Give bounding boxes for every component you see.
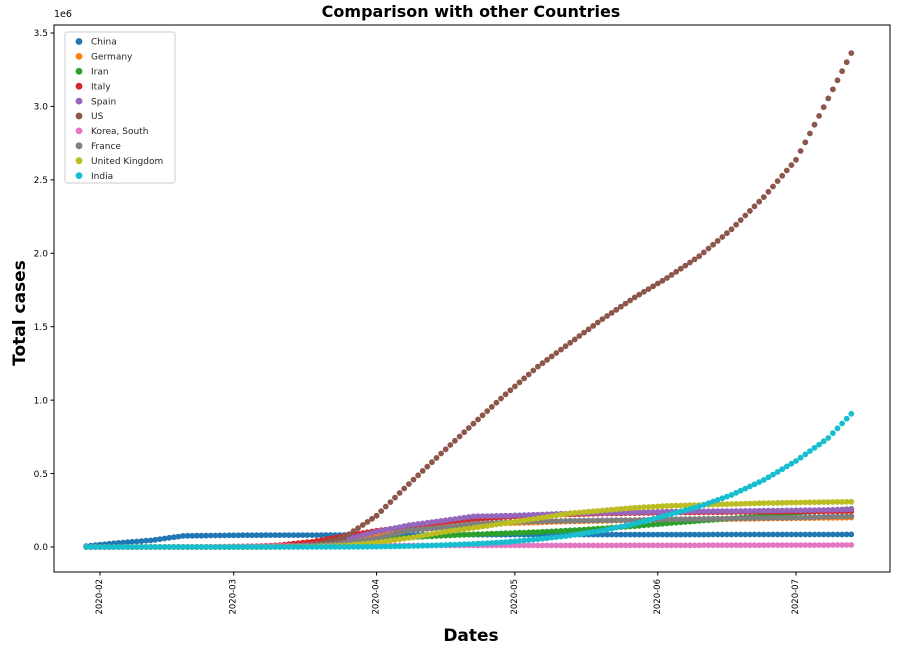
legend-marker-united-kingdom: [75, 157, 83, 165]
y-axis-offset-label: 1e6: [54, 9, 72, 20]
legend-label-us: US: [91, 112, 104, 122]
y-tick-label: 2.0: [34, 249, 49, 259]
legend-marker-iran: [75, 67, 83, 75]
x-tick-label: 2020-02: [95, 579, 105, 615]
legend-label-italy: Italy: [91, 82, 111, 92]
legend-label-germany: Germany: [91, 53, 133, 63]
y-tick-label: 1.0: [34, 396, 49, 406]
x-tick-label: 2020-05: [510, 579, 520, 615]
legend-marker-italy: [75, 82, 83, 90]
y-tick-label: 0.5: [34, 470, 48, 480]
legend-marker-spain: [75, 97, 83, 105]
x-tick-label: 2020-07: [791, 579, 801, 615]
legend-marker-china: [75, 38, 83, 45]
x-axis-label: Dates: [443, 626, 499, 646]
y-tick-label: 3.0: [34, 103, 49, 113]
axes-spines: [53, 24, 891, 573]
legend-label-india: India: [91, 172, 113, 182]
legend-marker-india: [75, 172, 83, 180]
series-us: [83, 50, 855, 550]
legend-label-china: China: [91, 38, 117, 48]
y-axis-label: Total cases: [10, 260, 30, 366]
series-india: [83, 410, 855, 550]
y-tick-label: 1.5: [34, 323, 48, 333]
y-tick-label: 2.5: [34, 176, 48, 186]
y-tick-label: 0.0: [34, 543, 49, 553]
legend-marker-korea-south: [75, 127, 83, 135]
legend-marker-france: [75, 142, 83, 150]
chart-title: Comparison with other Countries: [321, 2, 621, 21]
legend-label-united-kingdom: United Kingdom: [91, 157, 163, 167]
y-tick-label: 3.5: [34, 29, 48, 39]
legend-label-korea-south: Korea, South: [91, 127, 148, 137]
legend-label-france: France: [91, 142, 121, 152]
legend: China Germany Iran Italy Spain US Korea, South…: [64, 31, 176, 184]
legend-marker-germany: [75, 53, 83, 60]
x-tick-label: 2020-03: [229, 579, 239, 615]
legend-label-spain: Spain: [91, 97, 116, 107]
legend-box: [64, 31, 176, 184]
x-tick-label: 2020-04: [372, 579, 382, 615]
legend-marker-us: [75, 112, 83, 120]
x-tick-label: 2020-06: [653, 579, 663, 615]
legend-label-iran: Iran: [91, 68, 109, 78]
